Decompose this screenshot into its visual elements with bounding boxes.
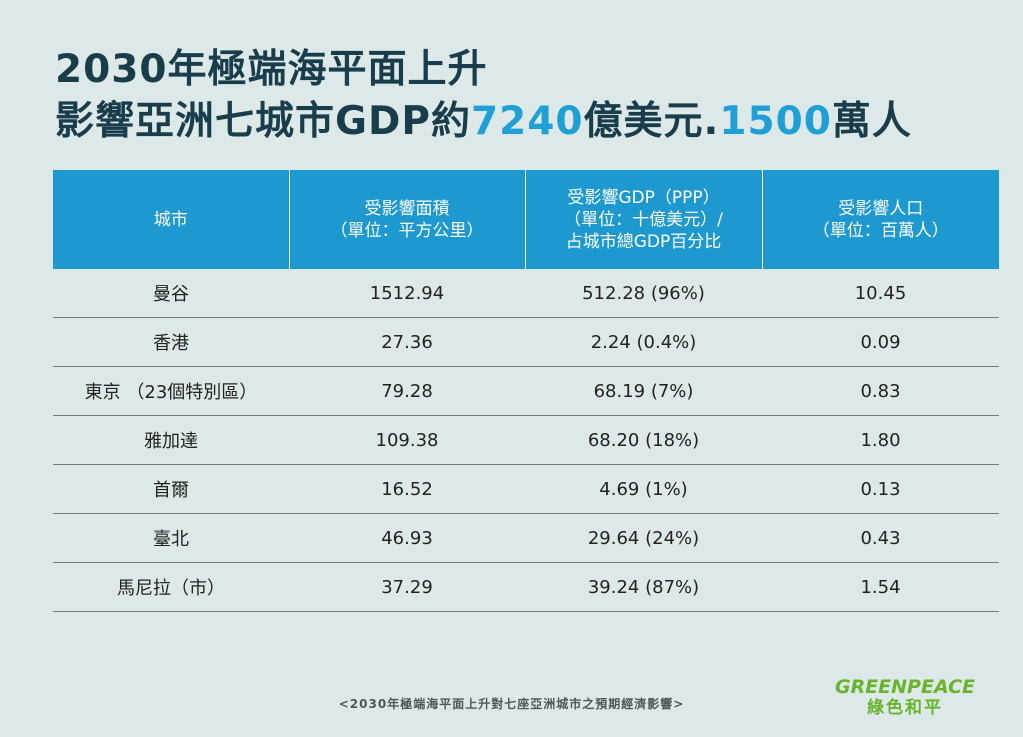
cell-population: 0.43 xyxy=(762,513,999,563)
title-line-1: 2030年極端海平面上升 xyxy=(55,47,488,92)
header-affected-population: 受影響人口 （單位：百萬人） xyxy=(761,170,999,269)
title-line-2-suffix: 萬人 xyxy=(831,99,912,144)
cell-population: 10.45 xyxy=(762,269,999,318)
title-line-2-prefix: 影響亞洲七城市GDP約 xyxy=(55,99,471,144)
impact-table: 城市 受影響面積 （單位：平方公里） 受影響GDP（PPP） （單位：十億美元）… xyxy=(53,170,999,612)
cell-gdp: 29.64 (24%) xyxy=(525,513,762,563)
footer-caption: <2030年極端海平面上升對七座亞洲城市之預期經濟影響> xyxy=(338,697,685,711)
table-header-row: 城市 受影響面積 （單位：平方公里） 受影響GDP（PPP） （單位：十億美元）… xyxy=(53,170,999,269)
page-title: 2030年極端海平面上升 影響亞洲七城市GDP約7240億美元.1500萬人 xyxy=(55,44,912,148)
cell-gdp: 512.28 (96%) xyxy=(525,269,762,318)
table-row: 首爾 16.52 4.69 (1%) 0.13 xyxy=(53,464,999,514)
cell-population: 0.13 xyxy=(762,464,999,514)
cell-population: 1.54 xyxy=(762,562,999,612)
logo-text-zh: 綠色和平 xyxy=(867,698,943,718)
cell-gdp: 2.24 (0.4%) xyxy=(525,317,762,367)
cell-city: 臺北 xyxy=(53,513,289,563)
cell-gdp: 4.69 (1%) xyxy=(525,464,762,514)
cell-population: 0.83 xyxy=(762,366,999,416)
cell-city: 香港 xyxy=(53,317,289,367)
header-city: 城市 xyxy=(53,170,289,269)
cell-population: 0.09 xyxy=(762,317,999,367)
cell-city: 馬尼拉（市） xyxy=(53,562,289,612)
cell-city: 雅加達 xyxy=(53,415,289,465)
title-line-2: 影響亞洲七城市GDP約7240億美元.1500萬人 xyxy=(55,96,912,148)
cell-gdp: 39.24 (87%) xyxy=(525,562,762,612)
table-row: 臺北 46.93 29.64 (24%) 0.43 xyxy=(53,513,999,563)
cell-area: 46.93 xyxy=(289,513,525,563)
title-line-2-mid: 億美元. xyxy=(583,99,720,144)
title-people-figure: 1500 xyxy=(719,99,832,144)
cell-gdp: 68.20 (18%) xyxy=(525,415,762,465)
cell-gdp: 68.19 (7%) xyxy=(525,366,762,416)
table-row: 東京 （23個特別區） 79.28 68.19 (7%) 0.83 xyxy=(53,366,999,416)
logo-text-en: GREENPEACE xyxy=(834,676,976,698)
cell-area: 27.36 xyxy=(289,317,525,367)
cell-area: 1512.94 xyxy=(289,269,525,318)
title-gdp-figure: 7240 xyxy=(470,99,584,144)
greenpeace-logo: GREENPEACE 綠色和平 xyxy=(830,676,980,718)
table-row: 雅加達 109.38 68.20 (18%) 1.80 xyxy=(53,415,999,465)
cell-city: 曼谷 xyxy=(53,269,289,318)
cell-area: 109.38 xyxy=(289,415,525,465)
header-affected-gdp: 受影響GDP（PPP） （單位：十億美元）/ 占城市總GDP百分比 xyxy=(524,170,762,269)
cell-area: 37.29 xyxy=(289,562,525,612)
cell-city: 首爾 xyxy=(53,464,289,514)
header-affected-area: 受影響面積 （單位：平方公里） xyxy=(288,170,525,269)
cell-population: 1.80 xyxy=(762,415,999,465)
cell-city: 東京 （23個特別區） xyxy=(53,366,289,416)
table-row: 馬尼拉（市） 37.29 39.24 (87%) 1.54 xyxy=(53,562,999,612)
cell-area: 16.52 xyxy=(289,464,525,514)
table-row: 曼谷 1512.94 512.28 (96%) 10.45 xyxy=(53,269,999,318)
cell-area: 79.28 xyxy=(289,366,525,416)
table-row: 香港 27.36 2.24 (0.4%) 0.09 xyxy=(53,317,999,367)
